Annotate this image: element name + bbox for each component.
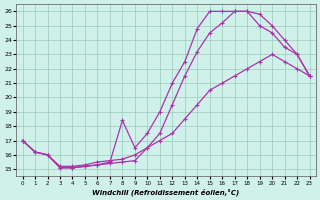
- X-axis label: Windchill (Refroidissement éolien,°C): Windchill (Refroidissement éolien,°C): [92, 188, 240, 196]
